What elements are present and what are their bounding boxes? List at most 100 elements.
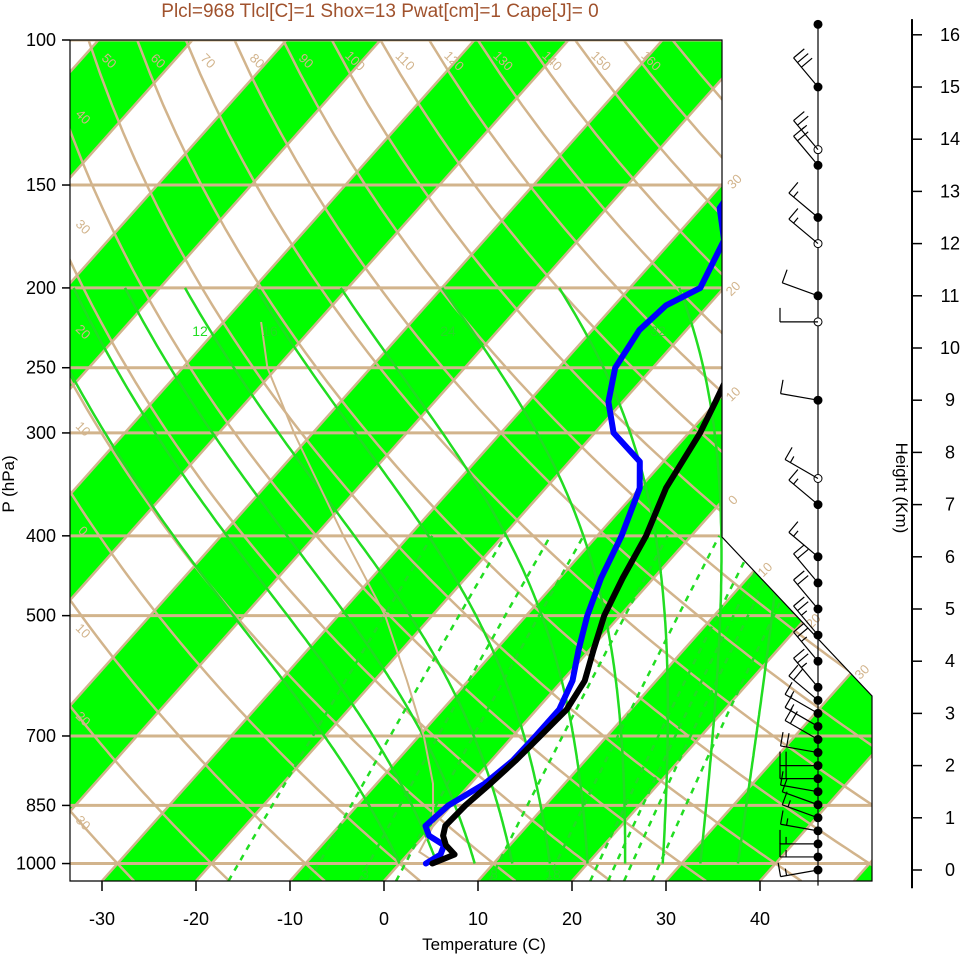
height-tick-label: 14	[940, 129, 960, 149]
wind-barb-flag	[793, 668, 804, 681]
mixing-ratio-line	[589, 535, 759, 881]
mixing-ratio-line	[651, 535, 814, 881]
wind-barb-flag	[784, 681, 793, 695]
mixing-ratio-line	[546, 535, 721, 881]
dry-adiabat	[281, 40, 872, 881]
height-tick-label: 8	[945, 442, 955, 462]
moist-adiabat	[70, 287, 401, 865]
mixing-ratio-label: 18	[545, 866, 561, 882]
moist-adiabat	[72, 287, 439, 864]
x-axis-title: Temperature (C)	[422, 935, 546, 954]
temperature-axis: -30 -20 -10 0 10 20 30 40	[89, 881, 770, 929]
isotherm-line	[665, 40, 872, 881]
wind-barb-flag	[777, 862, 782, 877]
height-tick-label: 0	[945, 860, 955, 880]
wind-barb	[780, 823, 819, 832]
wind-barb	[782, 804, 819, 819]
height-tick-label: 7	[945, 495, 955, 515]
wind-profile	[777, 19, 823, 886]
wind-barb-flag	[797, 601, 809, 612]
mixing-ratio-line	[622, 535, 789, 881]
moist-adiabat-label: 32	[650, 323, 666, 339]
wind-barb	[793, 135, 819, 166]
dry-adiabat	[233, 40, 872, 881]
wind-barb-half	[789, 456, 795, 463]
wind-barb	[793, 579, 819, 610]
mixing-ratio-line	[606, 535, 775, 881]
dry-adiabat	[70, 40, 612, 881]
pressure-axis: 100 150 200 250 300 400 500 700 850 1000	[16, 30, 70, 874]
height-tick-label: 3	[945, 703, 955, 723]
moist-adiabat-label: 24	[440, 323, 456, 339]
x-tick-label: 0	[379, 909, 389, 929]
wind-barb-half	[801, 662, 808, 668]
y-tick-label: 1000	[16, 854, 56, 874]
height-tick-label: 11	[941, 286, 960, 306]
wind-barb-half	[801, 610, 808, 616]
wind-barb	[793, 657, 819, 688]
y-tick-label: 700	[26, 726, 56, 746]
dry-adiabat	[379, 40, 872, 881]
wind-barb-flag	[779, 810, 784, 825]
isotherm-line	[70, 40, 382, 881]
height-tick-label: 9	[945, 390, 955, 410]
wind-barb-flag	[788, 469, 799, 481]
wind-barb-half	[784, 868, 788, 876]
y-tick-label: 300	[26, 423, 56, 443]
wind-barb	[793, 120, 819, 151]
moist-adiabat	[678, 287, 723, 864]
wind-barb-flag	[797, 575, 809, 586]
wind-barb-flag	[797, 131, 809, 142]
y-tick-label: 850	[26, 795, 56, 815]
x-tick-label: -30	[89, 909, 115, 929]
wind-barb	[780, 393, 819, 401]
left-edge-label: 10	[73, 620, 94, 641]
dry-adiabat	[330, 40, 872, 881]
dry-adiabat-label: 150	[588, 48, 614, 74]
wind-barb-half	[793, 217, 799, 224]
wind-barb-flag	[797, 627, 809, 638]
left-edge-label: 30	[73, 812, 94, 833]
dewpoint-trace	[422, 71, 828, 867]
height-axis-title: Height (Km)	[892, 443, 911, 534]
height-tick-label: 13	[940, 181, 960, 201]
wind-barb	[780, 745, 819, 754]
x-tick-label: 10	[468, 909, 488, 929]
wind-barb-flag	[785, 733, 790, 748]
moist-adiabat-label: 12	[192, 323, 208, 339]
isotherm-band	[70, 40, 381, 881]
wind-barb-half	[801, 124, 808, 131]
moist-adiabat-label: 16	[262, 323, 278, 339]
mixing-ratio-line	[488, 535, 669, 881]
wind-barb-flag	[788, 521, 799, 533]
wind-dot	[813, 19, 823, 29]
wind-barb-flag	[793, 544, 805, 555]
y-tick-label: 500	[26, 606, 56, 626]
wind-barb-flag	[793, 48, 805, 59]
y-axis-title: P (hPa)	[0, 455, 18, 512]
isotherm-label: 20	[723, 278, 744, 299]
dry-adiabat	[136, 40, 872, 881]
x-tick-label: 30	[656, 909, 676, 929]
grid-lines	[70, 40, 872, 881]
wind-barb-flag	[781, 778, 788, 792]
wind-barb	[780, 784, 819, 793]
wind-barb-flag	[788, 664, 799, 677]
moist-adiabat	[183, 287, 514, 864]
wind-barb-flag	[793, 596, 805, 607]
wind-barb-flag	[788, 208, 799, 220]
height-tick-label: 15	[940, 77, 960, 97]
wind-barb-half	[793, 478, 799, 485]
mixing-ratio-line	[227, 535, 434, 881]
moist-adiabat	[441, 287, 627, 864]
x-tick-label: 20	[562, 909, 582, 929]
isotherm-label: 0	[725, 492, 741, 508]
dry-adiabat-label: 70	[198, 50, 219, 71]
isotherm-label: 30	[724, 171, 745, 192]
wind-barb-flag	[793, 570, 805, 581]
y-tick-label: 100	[26, 30, 56, 50]
wind-barb-flag	[784, 447, 793, 460]
wind-barb-flag	[797, 53, 809, 64]
isotherm-line	[70, 40, 758, 881]
